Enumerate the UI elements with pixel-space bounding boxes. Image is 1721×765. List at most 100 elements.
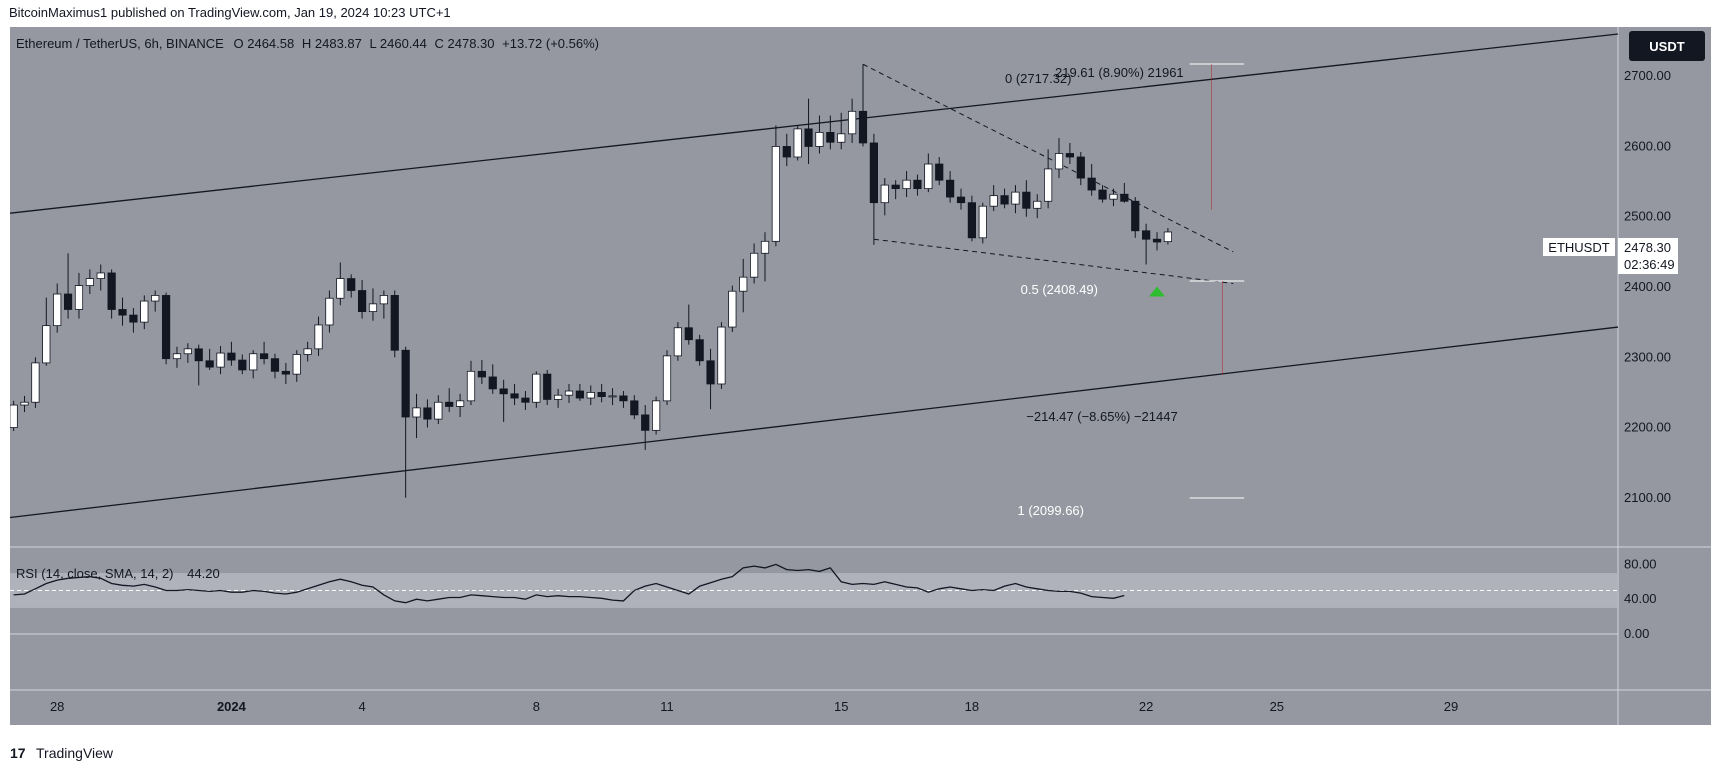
candle-body (42, 325, 51, 364)
legend-low-value: 2460.44 (380, 36, 427, 51)
time-tick-label: 4 (358, 699, 365, 714)
candle-body (455, 400, 465, 407)
price-tick-label: 2700.00 (1624, 68, 1671, 83)
candle-body (728, 290, 737, 328)
candle-body (423, 407, 432, 420)
candle-body (63, 293, 73, 310)
price-axis[interactable] (1618, 27, 1711, 725)
publisher-text: BitcoinMaximus1 published on TradingView… (9, 5, 451, 20)
candle-body (706, 360, 715, 385)
candle-body (880, 184, 889, 204)
candle-body (1076, 156, 1085, 179)
chart-svg[interactable]: 2700.00 2600.00 2500.00 2400.00 2300.00 2200.… (10, 27, 1711, 725)
legend-line: Ethereum / TetherUS, 6h, BINANCE O 2464.… (16, 36, 599, 51)
candle-body (641, 414, 650, 431)
candle-body (662, 355, 672, 402)
candle-body (412, 407, 421, 418)
price-tick-label: 2200.00 (1624, 420, 1671, 435)
time-tick-label: 11 (660, 699, 674, 714)
candle-body (368, 303, 378, 312)
price-tag-price: 2478.30 (1624, 240, 1671, 255)
candle-body (357, 290, 367, 312)
candle-body (826, 132, 835, 143)
currency-badge[interactable] (1629, 31, 1705, 61)
candle-body (978, 205, 987, 239)
candle-body (1098, 189, 1107, 200)
candle-body (249, 353, 258, 371)
candle-body (564, 390, 574, 396)
candle-body (96, 272, 105, 279)
candle-body (891, 184, 900, 190)
time-tick-label: 15 (834, 699, 848, 714)
candle-body (553, 394, 563, 400)
candle-body (575, 390, 584, 399)
channel-lower-line (10, 326, 1619, 519)
candle-body (238, 359, 247, 371)
legend-close-label: C (435, 36, 444, 51)
candle-body (434, 401, 443, 420)
candle-body (967, 202, 976, 239)
currency-label: USDT (1649, 39, 1684, 54)
time-axis-ticks: 28 2024 4 8 11 15 18 22 25 29 (50, 699, 1458, 714)
candle-body (1087, 177, 1096, 191)
candle-body (869, 142, 878, 204)
candle-body (336, 278, 345, 299)
candle-body (837, 133, 846, 143)
candle-body (989, 195, 998, 207)
legend-open-value: 2464.58 (247, 36, 294, 51)
candle-body (652, 400, 661, 431)
candle-body (739, 276, 748, 292)
candle-body (1120, 193, 1129, 202)
chart-frame[interactable]: 2700.00 2600.00 2500.00 2400.00 2300.00 2200.… (10, 27, 1711, 725)
candle-body (129, 314, 138, 323)
candle-body (10, 404, 18, 428)
candle-body (1131, 200, 1140, 232)
tradingview-brand: TradingView (36, 745, 114, 761)
candle-body (1142, 230, 1151, 240)
candle-body (172, 353, 182, 360)
candle-body (281, 370, 290, 375)
candlestick-series (10, 64, 1173, 498)
fib-05-label: 0.5 (2408.49) (1021, 282, 1098, 297)
candle-body (194, 348, 203, 362)
candle-body (477, 370, 486, 378)
rsi-legend-value: 44.20 (187, 566, 220, 581)
candle-body (347, 278, 356, 291)
channel-lines (10, 33, 1619, 519)
candle-body (848, 110, 857, 135)
candle-body (466, 370, 476, 402)
candle-body (1033, 200, 1042, 209)
legend-open-label: O (233, 36, 243, 51)
candle-body (717, 326, 726, 385)
candle-body (53, 293, 62, 327)
candle-body (1044, 168, 1053, 202)
candle-body (390, 295, 399, 351)
time-tick-label: 28 (50, 699, 64, 714)
candle-body (216, 352, 225, 368)
time-tick-label: 2024 (217, 699, 247, 714)
candle-body (292, 354, 301, 375)
candle-body (488, 376, 497, 390)
candle-body (259, 353, 269, 360)
time-tick-label: 8 (533, 699, 540, 714)
candle-body (815, 132, 824, 147)
candle-body (532, 373, 541, 403)
legend-change: +13.72 (+0.56%) (502, 36, 599, 51)
candle-body (401, 349, 410, 418)
candle-body (270, 358, 280, 372)
candle-body (31, 362, 40, 403)
candle-body (1022, 191, 1031, 209)
candle-body (902, 179, 911, 190)
rsi-series (13, 563, 1125, 604)
candle-body (151, 295, 160, 302)
candle-body (630, 400, 639, 416)
candle-body (935, 163, 944, 181)
price-tick-label: 2100.00 (1624, 490, 1671, 505)
candle-body (913, 179, 922, 190)
green-marker-icon (1149, 286, 1166, 297)
candle-body (946, 179, 955, 198)
price-tag-box (1618, 238, 1678, 274)
measure-up-label: 219.61 (8.90%) 21961 (1055, 65, 1184, 80)
time-tick-label: 22 (1139, 699, 1153, 714)
candle-body (1011, 191, 1020, 205)
